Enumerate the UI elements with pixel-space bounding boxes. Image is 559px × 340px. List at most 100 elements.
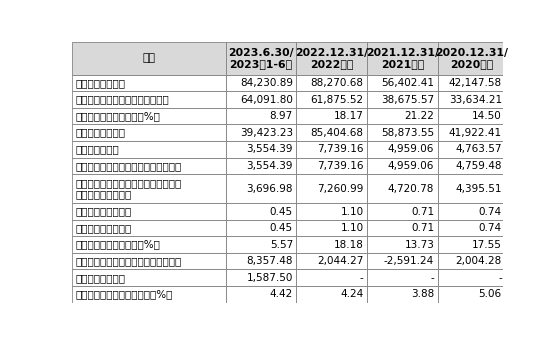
Bar [367,42,438,75]
Bar [367,253,438,270]
Text: 8,357.48: 8,357.48 [247,256,293,266]
Text: 4,763.57: 4,763.57 [455,144,502,154]
Bar [72,253,226,270]
Bar [367,108,438,124]
Bar [226,108,296,124]
Bar [438,108,505,124]
Bar [226,108,296,124]
Bar [226,286,296,303]
Bar [226,75,296,91]
Bar [367,157,438,174]
Bar [226,270,296,286]
Bar [367,286,438,303]
Bar [438,91,505,108]
Bar [367,236,438,253]
Bar [367,141,438,157]
Bar [438,75,505,91]
Text: 4,759.48: 4,759.48 [455,161,502,171]
Text: 2021.12.31/
2021年度: 2021.12.31/ 2021年度 [366,48,439,69]
Bar [438,157,505,174]
Bar [226,270,296,286]
Text: 2022.12.31/
2022年度: 2022.12.31/ 2022年度 [295,48,368,69]
Bar [438,236,505,253]
Bar [296,75,367,91]
Bar [367,124,438,141]
Bar [296,174,367,203]
Text: 0.45: 0.45 [270,206,293,217]
Bar [367,286,438,303]
Bar [296,157,367,174]
Text: 5.57: 5.57 [270,240,293,250]
Bar [226,203,296,220]
Text: 4,959.06: 4,959.06 [388,161,434,171]
Text: 资产负债率（母公司）（%）: 资产负债率（母公司）（%） [75,111,160,121]
Bar [226,174,296,203]
Bar [367,220,438,236]
Bar [72,91,226,108]
Bar [438,174,505,203]
Bar [226,141,296,157]
Bar [296,220,367,236]
Bar [296,124,367,141]
Bar [72,141,226,157]
Bar [296,141,367,157]
Bar [438,253,505,270]
Bar [438,286,505,303]
Bar [438,270,505,286]
Bar [296,91,367,108]
Bar [367,253,438,270]
Bar [367,220,438,236]
Bar [296,270,367,286]
Text: 42,147.58: 42,147.58 [449,78,502,88]
Text: 0.71: 0.71 [411,206,434,217]
Text: 2020.12.31/
2020年度: 2020.12.31/ 2020年度 [435,48,508,69]
Bar [367,203,438,220]
Text: 2,004.28: 2,004.28 [456,256,502,266]
Text: 净利润（万元）: 净利润（万元） [75,144,119,154]
Bar [296,236,367,253]
Text: 营业收入（万元）: 营业收入（万元） [75,128,126,138]
Text: 64,091.80: 64,091.80 [240,95,293,105]
Bar [72,108,226,124]
Bar [296,42,367,75]
Bar [438,203,505,220]
Bar [226,42,296,75]
Bar [367,75,438,91]
Text: 0.71: 0.71 [411,223,434,233]
Text: 归属于母公司所有者的净利润（万元）: 归属于母公司所有者的净利润（万元） [75,161,182,171]
Bar [296,286,367,303]
Bar [296,203,367,220]
Text: 归属于母公司所有者权益（万元）: 归属于母公司所有者权益（万元） [75,95,169,105]
Bar [296,253,367,270]
Bar [72,236,226,253]
Text: 0.74: 0.74 [479,206,502,217]
Bar [72,220,226,236]
Text: 88,270.68: 88,270.68 [311,78,363,88]
Bar [438,42,505,75]
Bar [72,91,226,108]
Text: 项目: 项目 [143,53,155,64]
Bar [367,236,438,253]
Text: 4,395.51: 4,395.51 [455,184,502,194]
Bar [296,42,367,75]
Bar [367,75,438,91]
Bar [438,141,505,157]
Bar [367,141,438,157]
Bar [226,220,296,236]
Bar [226,203,296,220]
Text: -2,591.24: -2,591.24 [384,256,434,266]
Text: 3,554.39: 3,554.39 [247,144,293,154]
Bar [226,253,296,270]
Bar [226,91,296,108]
Text: 4.24: 4.24 [340,289,363,299]
Bar [226,42,296,75]
Bar [296,174,367,203]
Text: 58,873.55: 58,873.55 [381,128,434,138]
Text: 7,260.99: 7,260.99 [317,184,363,194]
Bar [438,141,505,157]
Text: 14.50: 14.50 [472,111,502,121]
Bar [226,286,296,303]
Text: 17.55: 17.55 [472,240,502,250]
Text: 85,404.68: 85,404.68 [311,128,363,138]
Bar [226,124,296,141]
